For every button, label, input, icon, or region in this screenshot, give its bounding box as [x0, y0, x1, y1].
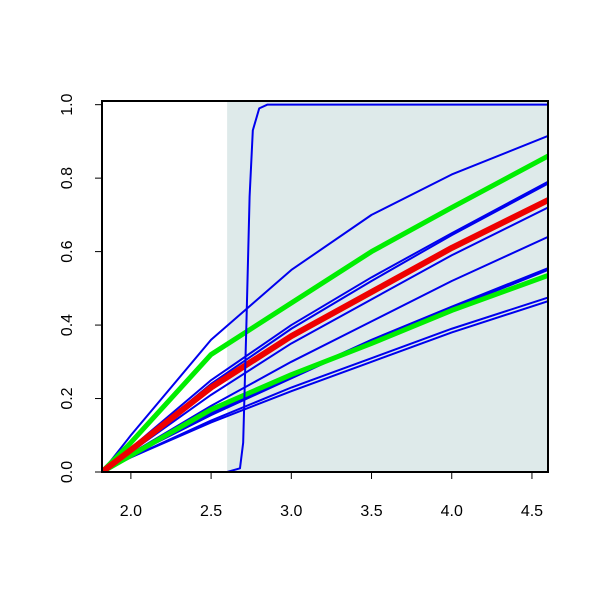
data-line [102, 134, 548, 472]
data-line [102, 103, 548, 472]
x-tick-label: 4.5 [521, 503, 543, 520]
y-tick-label: 0.8 [59, 167, 76, 189]
data-line [102, 272, 548, 472]
y-tick-label: 0.0 [59, 461, 76, 483]
y-tick-label: 0.6 [59, 240, 76, 262]
y-tick-label: 1.0 [59, 93, 76, 115]
data-line [102, 197, 548, 472]
x-tick-label: 3.5 [360, 503, 382, 520]
x-tick-label: 2.0 [120, 503, 142, 520]
y-tick-label: 0.4 [59, 314, 76, 336]
x-tick-label: 3.0 [280, 503, 302, 520]
y-tick-label: 0.2 [59, 387, 76, 409]
data-line [102, 153, 548, 472]
plot-frame [101, 100, 549, 473]
x-tick-label: 2.5 [200, 503, 222, 520]
x-tick-label: 4.0 [441, 503, 463, 520]
